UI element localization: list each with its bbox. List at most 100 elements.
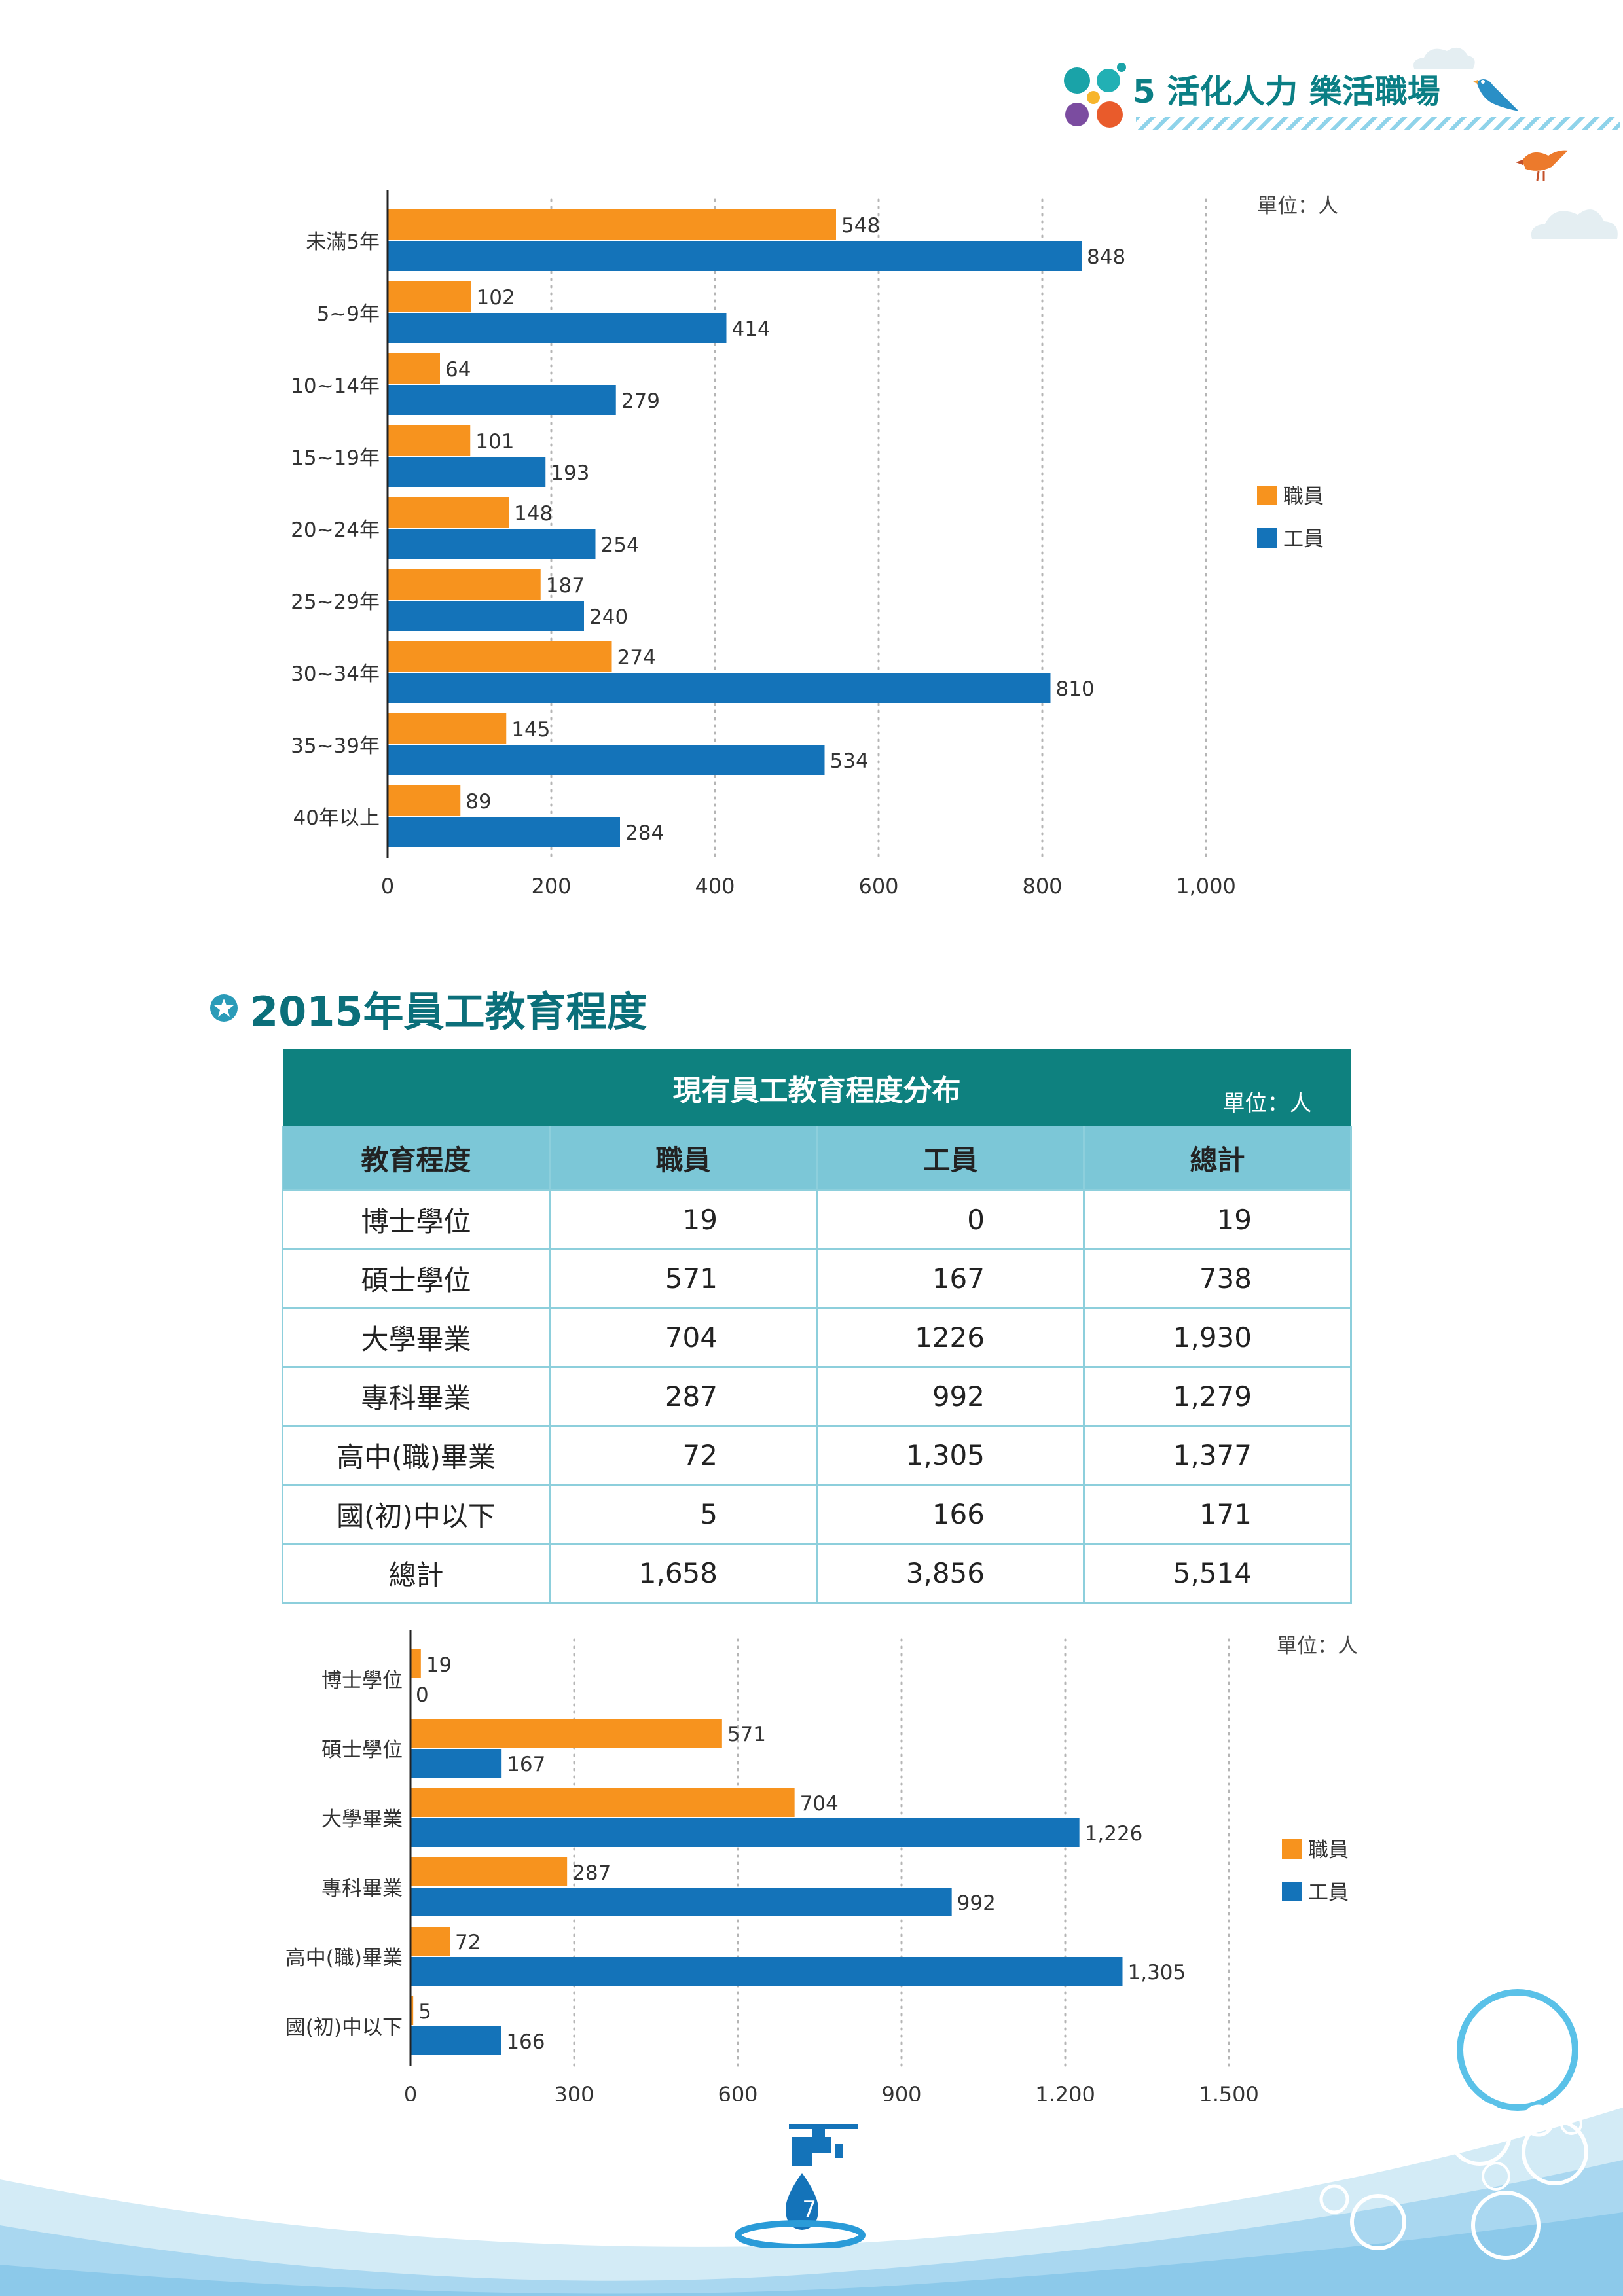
worker-bar	[388, 601, 584, 631]
star-badge-icon	[210, 994, 238, 1022]
staff-count-cell: 704	[549, 1307, 818, 1368]
bar-value-label: 1,305	[1128, 1961, 1186, 1984]
bar-value-label: 704	[800, 1792, 839, 1816]
bar-value-label: 19	[426, 1653, 452, 1677]
bar-value-label: 992	[957, 1892, 996, 1915]
education-level-cell: 大學畢業	[282, 1307, 551, 1368]
staff-bar	[410, 1788, 795, 1817]
y-category-label: 15~19年	[291, 446, 380, 470]
bar-value-label: 274	[617, 646, 656, 670]
worker-bar	[388, 817, 620, 847]
education-level-cell: 專科畢業	[282, 1366, 551, 1427]
section-heading: 2015年員工教育程度	[210, 982, 647, 1035]
x-tick-label: 600	[718, 2082, 757, 2101]
staff-count-cell: 287	[549, 1366, 818, 1427]
unit-label: 單位：人	[1277, 1634, 1358, 1658]
chapter-logo-icon	[1064, 63, 1126, 128]
wave-background	[0, 2108, 1623, 2296]
x-tick-label: 800	[1022, 874, 1062, 899]
staff-bar	[410, 1927, 450, 1956]
unit-label: 單位：人	[1257, 194, 1338, 218]
blue-bird-icon	[1473, 79, 1519, 111]
table-header-row: 教育程度 職員 工員 總計	[282, 1126, 1352, 1191]
y-category-label: 未滿5年	[306, 230, 380, 254]
worker-count-cell: 167	[816, 1248, 1085, 1309]
education-level-cell: 高中(職)畢業	[282, 1425, 551, 1486]
staff-count-cell: 1,658	[549, 1543, 818, 1604]
worker-count-cell: 1,305	[816, 1425, 1085, 1486]
staff-count-cell: 5	[549, 1484, 818, 1545]
header-stripe	[1136, 117, 1620, 130]
bar-value-label: 284	[625, 821, 664, 845]
worker-bar	[410, 1957, 1123, 1986]
table-row: 博士學位 19 0 19	[282, 1189, 1352, 1250]
y-category-label: 國(初)中以下	[285, 2016, 403, 2039]
worker-bar	[410, 2026, 501, 2055]
legend-worker-label: 工員	[1283, 528, 1324, 551]
education-table: 現有員工教育程度分布 單位：人 教育程度 職員 工員 總計 博士學位 19 0 …	[282, 1049, 1352, 1604]
total-count-cell: 19	[1083, 1189, 1352, 1250]
staff-bar	[388, 713, 507, 744]
y-category-label: 大學畢業	[321, 1808, 403, 1831]
orange-bird-icon	[1516, 150, 1568, 181]
x-tick-label: 300	[554, 2082, 594, 2101]
education-level-cell: 博士學位	[282, 1189, 551, 1250]
legend-staff-label: 職員	[1308, 1839, 1349, 1862]
bar-value-label: 101	[475, 430, 514, 454]
table-caption-row: 現有員工教育程度分布 單位：人	[282, 1049, 1351, 1126]
staff-bar	[388, 425, 471, 456]
y-category-label: 碩士學位	[321, 1738, 403, 1762]
worker-count-cell: 0	[816, 1189, 1085, 1250]
bar-value-label: 1,226	[1085, 1822, 1143, 1846]
table-row: 國(初)中以下 5 166 171	[282, 1484, 1352, 1545]
y-category-label: 10~14年	[291, 374, 380, 398]
y-category-label: 25~29年	[291, 590, 380, 614]
worker-bar	[410, 1818, 1080, 1847]
worker-bar	[410, 1749, 502, 1778]
x-tick-label: 1,500	[1199, 2082, 1259, 2101]
table-row: 大學畢業 704 1226 1,930	[282, 1307, 1352, 1368]
staff-bar	[388, 209, 836, 240]
x-tick-label: 200	[531, 874, 571, 899]
bar-value-label: 166	[506, 2030, 545, 2054]
worker-bar	[388, 313, 727, 343]
bar-value-label: 167	[507, 1753, 545, 1776]
x-tick-label: 400	[695, 874, 735, 899]
bar-value-label: 193	[551, 461, 589, 485]
staff-bar	[388, 641, 612, 672]
y-category-label: 專科畢業	[321, 1877, 403, 1901]
table-unit-label: 單位：人	[1222, 1090, 1312, 1117]
y-category-label: 20~24年	[291, 518, 380, 542]
page-number: 73	[802, 2197, 831, 2223]
staff-bar	[410, 1649, 421, 1678]
x-tick-label: 1,200	[1035, 2082, 1095, 2101]
column-header-education: 教育程度	[282, 1126, 551, 1191]
staff-bar	[410, 1719, 722, 1748]
total-count-cell: 171	[1083, 1484, 1352, 1545]
staff-bar	[388, 785, 461, 816]
bar-value-label: 148	[514, 502, 553, 526]
chapter-title: 5 活化人力 樂活職場	[1133, 73, 1440, 111]
bar-value-label: 287	[572, 1861, 611, 1885]
education-level-cell: 國(初)中以下	[282, 1484, 551, 1545]
worker-bar	[388, 241, 1082, 271]
bar-value-label: 571	[727, 1723, 766, 1746]
y-category-label: 35~39年	[291, 734, 380, 758]
bar-value-label: 414	[732, 317, 771, 341]
x-tick-label: 1,000	[1176, 874, 1236, 899]
worker-bar	[388, 745, 825, 775]
bar-value-label: 548	[841, 214, 880, 238]
bar-value-label: 810	[1056, 677, 1095, 701]
staff-bar	[388, 569, 541, 600]
total-count-cell: 5,514	[1083, 1543, 1352, 1604]
worker-count-cell: 992	[816, 1366, 1085, 1427]
x-tick-label: 0	[404, 2082, 417, 2101]
y-category-label: 高中(職)畢業	[285, 1946, 403, 1970]
bar-value-label: 89	[465, 790, 491, 814]
worker-bar	[388, 457, 546, 487]
worker-count-cell: 1226	[816, 1307, 1085, 1368]
bar-value-label: 0	[416, 1683, 429, 1707]
worker-bar	[388, 385, 616, 415]
bar-value-label: 72	[455, 1931, 481, 1954]
bar-value-label: 254	[601, 533, 640, 557]
